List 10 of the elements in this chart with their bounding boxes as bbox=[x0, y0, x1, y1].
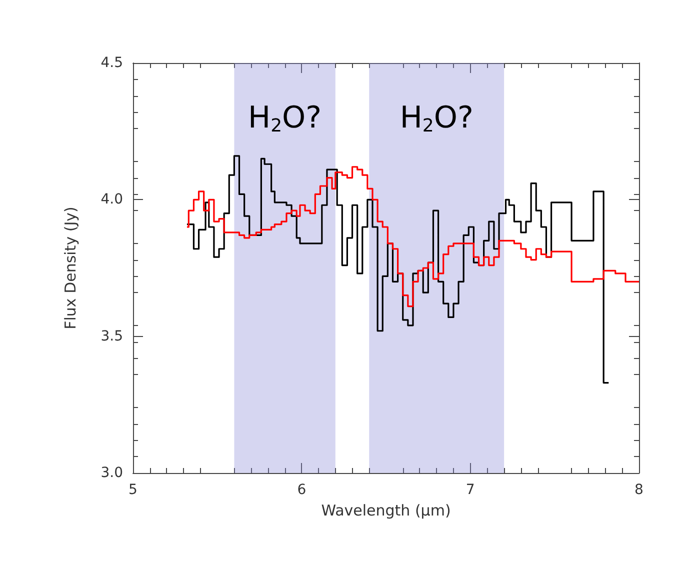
x-tick-label: 7 bbox=[466, 482, 475, 498]
x-tick-label: 8 bbox=[634, 482, 644, 498]
y-axis-title: Flux Density (Jy) bbox=[62, 206, 80, 330]
x-tick-label: 5 bbox=[128, 482, 138, 498]
x-axis-title: Wavelength (μm) bbox=[321, 502, 451, 520]
y-tick-label: 3.0 bbox=[100, 465, 123, 481]
y-tick-label: 4.5 bbox=[100, 55, 123, 71]
x-tick-label: 6 bbox=[297, 482, 306, 498]
y-tick-label: 4.0 bbox=[100, 192, 123, 208]
y-tick-label: 3.5 bbox=[100, 328, 123, 344]
